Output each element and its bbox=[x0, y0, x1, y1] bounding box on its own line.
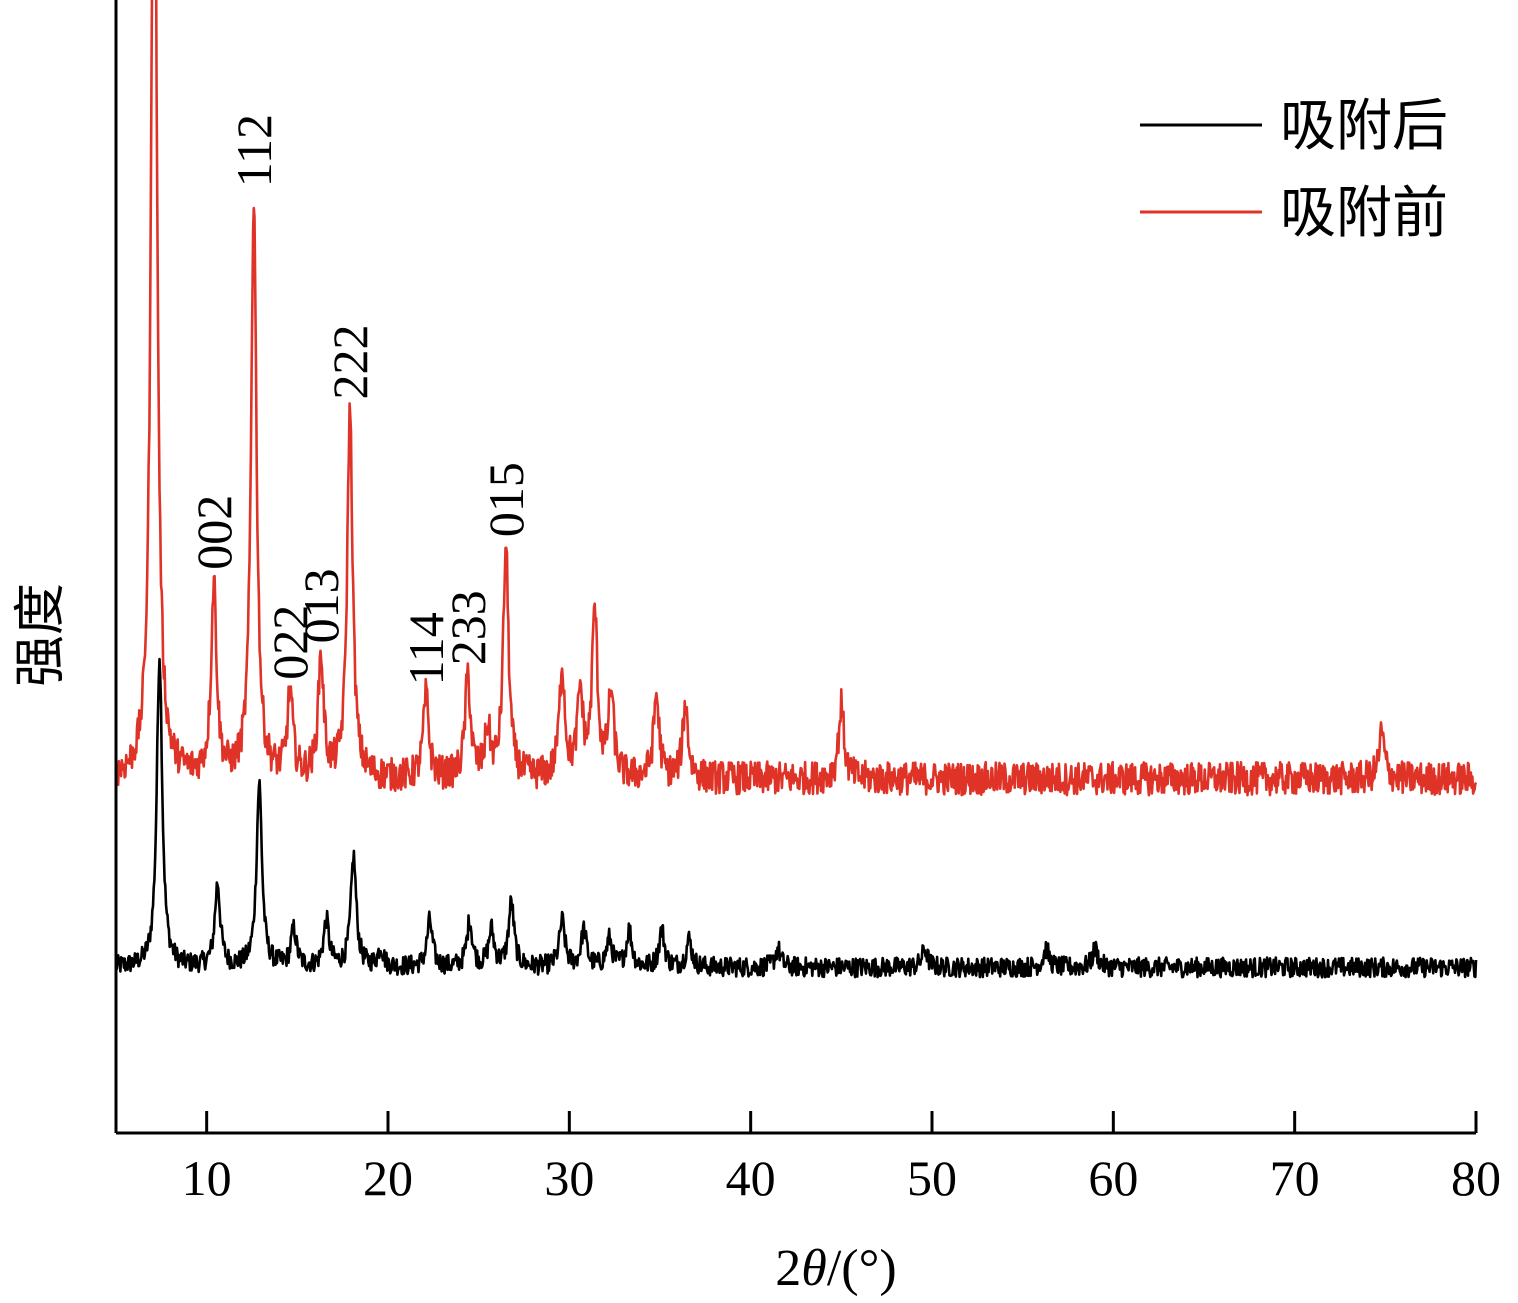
x-tick-label: 60 bbox=[1088, 1150, 1138, 1206]
x-axis-title-theta: θ bbox=[801, 1240, 827, 1297]
x-tick-layer: 10 20 30 40 50 60 70 80 bbox=[182, 1111, 1501, 1206]
x-tick-label: 80 bbox=[1451, 1150, 1501, 1206]
series-line-after bbox=[114, 657, 1478, 979]
series-line-before bbox=[114, 0, 1478, 797]
x-tick-label: 70 bbox=[1270, 1150, 1320, 1206]
peak-label-112: 112 bbox=[226, 114, 282, 187]
x-axis-title: 2θ/(°) bbox=[775, 1240, 896, 1297]
x-axis-title-suffix: /(°) bbox=[827, 1240, 897, 1297]
peak-label-015: 015 bbox=[478, 462, 534, 537]
series-layer bbox=[114, 0, 1478, 979]
peak-label-022: 022 bbox=[262, 605, 318, 680]
peak-label-222: 222 bbox=[322, 325, 378, 400]
x-tick-label: 30 bbox=[544, 1150, 594, 1206]
peak-label-013: 013 bbox=[293, 568, 349, 643]
peak-label-002: 002 bbox=[186, 495, 242, 570]
legend: 吸附后 吸附前 bbox=[1140, 94, 1448, 246]
x-tick-label: 20 bbox=[363, 1150, 413, 1206]
peak-label-233: 233 bbox=[440, 590, 496, 665]
x-tick-label: 50 bbox=[907, 1150, 957, 1206]
x-tick-label: 10 bbox=[182, 1150, 232, 1206]
y-axis-title: 强度 bbox=[13, 583, 70, 687]
legend-label-before: 吸附前 bbox=[1280, 181, 1448, 246]
peak-label-114: 114 bbox=[398, 612, 454, 685]
x-tick-label: 40 bbox=[726, 1150, 776, 1206]
legend-label-after: 吸附后 bbox=[1280, 94, 1448, 159]
x-axis-title-prefix: 2 bbox=[775, 1240, 801, 1297]
peak-label-layer: 011002112022013222114233015 bbox=[186, 114, 534, 685]
